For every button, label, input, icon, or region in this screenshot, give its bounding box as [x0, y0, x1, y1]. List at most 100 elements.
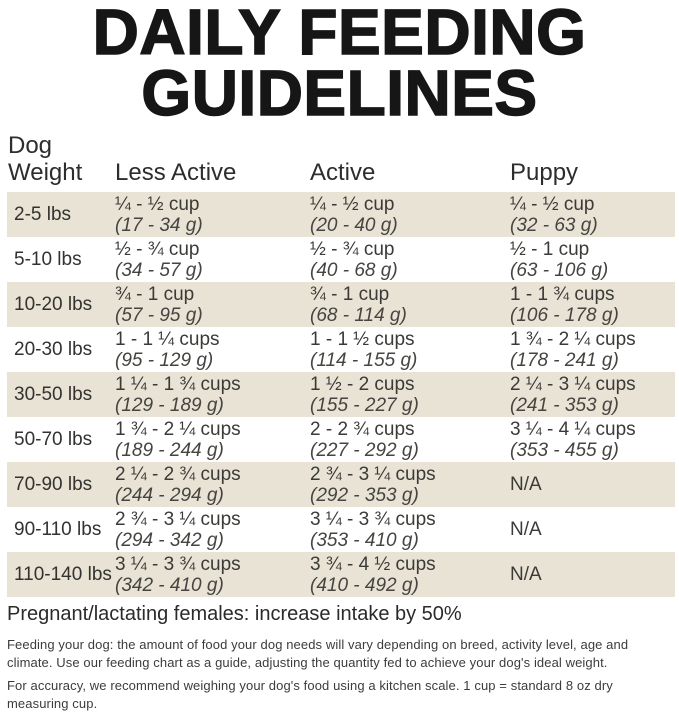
less-active-cell: ¾ - 1 cup (57 - 95 g)	[115, 284, 310, 326]
active-cell: ¼ - ½ cup (20 - 40 g)	[310, 194, 510, 236]
cups-amount: 3 ¼ - 4 ¼ cups	[510, 418, 636, 440]
table-row: 5-10 lbs ½ - ¾ cup (34 - 57 g) ½ - ¾ cup (40…	[7, 237, 675, 282]
less-active-cell: 2 ¼ - 2 ¾ cups (244 - 294 g)	[115, 464, 310, 506]
cups-amount: N/A	[510, 519, 542, 540]
grams-amount: (353 - 410 g)	[310, 529, 419, 551]
active-cell: 3 ¼ - 3 ¾ cups (353 - 410 g)	[310, 509, 510, 551]
table-row: 110-140 lbs 3 ¼ - 3 ¾ cups (342 - 410 g) 3 …	[7, 552, 675, 597]
less-active-cell: 1 ¼ - 1 ¾ cups (129 - 189 g)	[115, 374, 310, 416]
grams-amount: (95 - 129 g)	[115, 349, 214, 371]
weight-cell: 70-90 lbs	[14, 474, 93, 495]
cups-amount: 1 ½ - 2 cups	[310, 373, 415, 395]
puppy-cell: 1 - 1 ¾ cups (106 - 178 g)	[510, 284, 675, 326]
cups-amount: 3 ¼ - 3 ¾ cups	[310, 508, 436, 530]
puppy-cell: N/A	[510, 519, 675, 540]
header-puppy: Puppy	[510, 159, 579, 186]
cups-amount: 1 - 1 ¼ cups	[115, 328, 220, 350]
weight-cell: 2-5 lbs	[14, 204, 72, 225]
cups-amount: 1 ¾ - 2 ¼ cups	[510, 328, 636, 350]
weight-cell: 50-70 lbs	[14, 429, 93, 450]
active-cell: 2 - 2 ¾ cups (227 - 292 g)	[310, 419, 510, 461]
puppy-cell: 2 ¼ - 3 ¼ cups (241 - 353 g)	[510, 374, 675, 416]
grams-amount: (244 - 294 g)	[115, 484, 224, 506]
pregnant-lactating-note: Pregnant/lactating females: increase int…	[7, 603, 462, 625]
cups-amount: 3 ¼ - 3 ¾ cups	[115, 553, 241, 575]
table-row: 10-20 lbs ¾ - 1 cup (57 - 95 g) ¾ - 1 cup (6…	[7, 282, 675, 327]
feeding-note: Feeding your dog: the amount of food you…	[7, 637, 629, 670]
less-active-cell: ¼ - ½ cup (17 - 34 g)	[115, 194, 310, 236]
cups-amount: N/A	[510, 474, 542, 495]
puppy-cell: N/A	[510, 564, 675, 585]
less-active-cell: 3 ¼ - 3 ¾ cups (342 - 410 g)	[115, 554, 310, 596]
grams-amount: (227 - 292 g)	[310, 439, 419, 461]
cups-amount: 1 ¼ - 1 ¾ cups	[115, 373, 241, 395]
grams-amount: (294 - 342 g)	[115, 529, 224, 551]
grams-amount: (189 - 244 g)	[115, 439, 224, 461]
active-cell: ¾ - 1 cup (68 - 114 g)	[310, 284, 510, 326]
grams-amount: (17 - 34 g)	[115, 214, 203, 236]
grams-amount: (32 - 63 g)	[510, 214, 598, 236]
cups-amount: ½ - 1 cup	[510, 238, 590, 260]
cups-amount: ¾ - 1 cup	[310, 283, 390, 305]
cups-amount: 2 ¾ - 3 ¼ cups	[310, 463, 436, 485]
grams-amount: (155 - 227 g)	[310, 394, 419, 416]
puppy-cell: ½ - 1 cup (63 - 106 g)	[510, 239, 675, 281]
cups-amount: 2 ¼ - 2 ¾ cups	[115, 463, 241, 485]
cups-amount: ¼ - ½ cup	[310, 193, 395, 215]
grams-amount: (57 - 95 g)	[115, 304, 203, 326]
grams-amount: (40 - 68 g)	[310, 259, 398, 281]
cups-amount: 1 - 1 ¾ cups	[510, 283, 615, 305]
weight-cell: 5-10 lbs	[14, 249, 82, 270]
page-title: DAILY FEEDING GUIDELINES	[92, 0, 587, 129]
active-cell: ½ - ¾ cup (40 - 68 g)	[310, 239, 510, 281]
cups-amount: ½ - ¾ cup	[115, 238, 200, 260]
puppy-cell: 3 ¼ - 4 ¼ cups (353 - 455 g)	[510, 419, 675, 461]
cups-amount: 1 ¾ - 2 ¼ cups	[115, 418, 241, 440]
less-active-cell: ½ - ¾ cup (34 - 57 g)	[115, 239, 310, 281]
table-row: 30-50 lbs 1 ¼ - 1 ¾ cups (129 - 189 g) 1 ½ …	[7, 372, 675, 417]
grams-amount: (353 - 455 g)	[510, 439, 619, 461]
cups-amount: ¼ - ½ cup	[510, 193, 595, 215]
grams-amount: (292 - 353 g)	[310, 484, 419, 506]
cups-amount: 1 - 1 ½ cups	[310, 328, 415, 350]
puppy-cell: N/A	[510, 474, 675, 495]
weight-cell: 110-140 lbs	[14, 564, 112, 585]
grams-amount: (342 - 410 g)	[115, 574, 224, 596]
grams-amount: (20 - 40 g)	[310, 214, 398, 236]
cups-amount: 2 - 2 ¾ cups	[310, 418, 415, 440]
grams-amount: (410 - 492 g)	[310, 574, 419, 596]
grams-amount: (68 - 114 g)	[310, 304, 407, 326]
accuracy-note: For accuracy, we recommend weighing your…	[7, 678, 613, 711]
cups-amount: N/A	[510, 564, 542, 585]
weight-cell: 30-50 lbs	[14, 384, 93, 405]
less-active-cell: 1 - 1 ¼ cups (95 - 129 g)	[115, 329, 310, 371]
table-body: 2-5 lbs ¼ - ½ cup (17 - 34 g) ¼ - ½ cup (20 …	[0, 192, 679, 597]
cups-amount: ¾ - 1 cup	[115, 283, 195, 305]
cups-amount: 3 ¾ - 4 ½ cups	[310, 553, 436, 575]
cups-amount: ½ - ¾ cup	[310, 238, 395, 260]
header-dog-weight: Dog Weight	[8, 132, 83, 186]
table-header: Dog Weight Less Active Active Puppy	[7, 132, 675, 190]
table-row: 90-110 lbs 2 ¾ - 3 ¼ cups (294 - 342 g) 3 ¼…	[7, 507, 675, 552]
less-active-cell: 2 ¾ - 3 ¼ cups (294 - 342 g)	[115, 509, 310, 551]
weight-cell: 90-110 lbs	[14, 519, 102, 540]
active-cell: 1 - 1 ½ cups (114 - 155 g)	[310, 329, 510, 371]
less-active-cell: 1 ¾ - 2 ¼ cups (189 - 244 g)	[115, 419, 310, 461]
grams-amount: (178 - 241 g)	[510, 349, 619, 371]
cups-amount: ¼ - ½ cup	[115, 193, 200, 215]
active-cell: 1 ½ - 2 cups (155 - 227 g)	[310, 374, 510, 416]
grams-amount: (114 - 155 g)	[310, 349, 418, 371]
grams-amount: (34 - 57 g)	[115, 259, 203, 281]
grams-amount: (63 - 106 g)	[510, 259, 609, 281]
table-row: 70-90 lbs 2 ¼ - 2 ¾ cups (244 - 294 g) 2 ¾ …	[7, 462, 675, 507]
puppy-cell: 1 ¾ - 2 ¼ cups (178 - 241 g)	[510, 329, 675, 371]
puppy-cell: ¼ - ½ cup (32 - 63 g)	[510, 194, 675, 236]
cups-amount: 2 ¾ - 3 ¼ cups	[115, 508, 241, 530]
cups-amount: 2 ¼ - 3 ¼ cups	[510, 373, 636, 395]
header-active: Active	[310, 159, 376, 186]
grams-amount: (241 - 353 g)	[510, 394, 619, 416]
weight-cell: 20-30 lbs	[14, 339, 93, 360]
table-row: 20-30 lbs 1 - 1 ¼ cups (95 - 129 g) 1 - 1 ½…	[7, 327, 675, 372]
active-cell: 3 ¾ - 4 ½ cups (410 - 492 g)	[310, 554, 510, 596]
